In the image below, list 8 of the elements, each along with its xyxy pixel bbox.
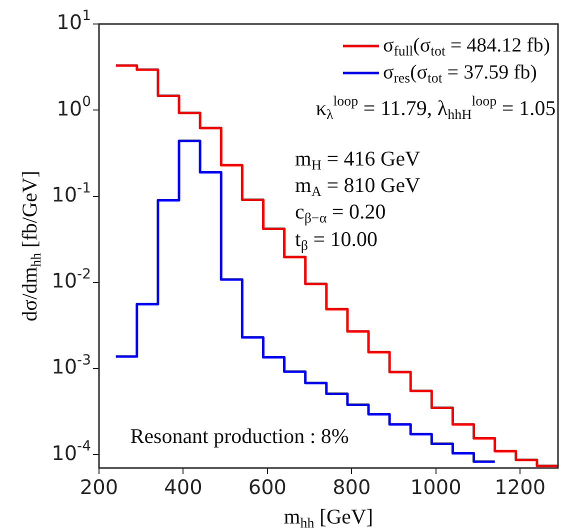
annotation: Resonant production : 8% <box>130 424 349 448</box>
x-tick-label: 400 <box>164 475 202 500</box>
x-tick-label: 800 <box>332 475 371 500</box>
y-axis-title: dσ/dmhh [fb/GeV] <box>18 170 45 322</box>
x-tick-label: 1000 <box>410 475 462 500</box>
x-tick-label: 200 <box>80 475 118 500</box>
x-tick-label: 1200 <box>494 475 546 500</box>
x-tick-label: 600 <box>248 475 287 500</box>
